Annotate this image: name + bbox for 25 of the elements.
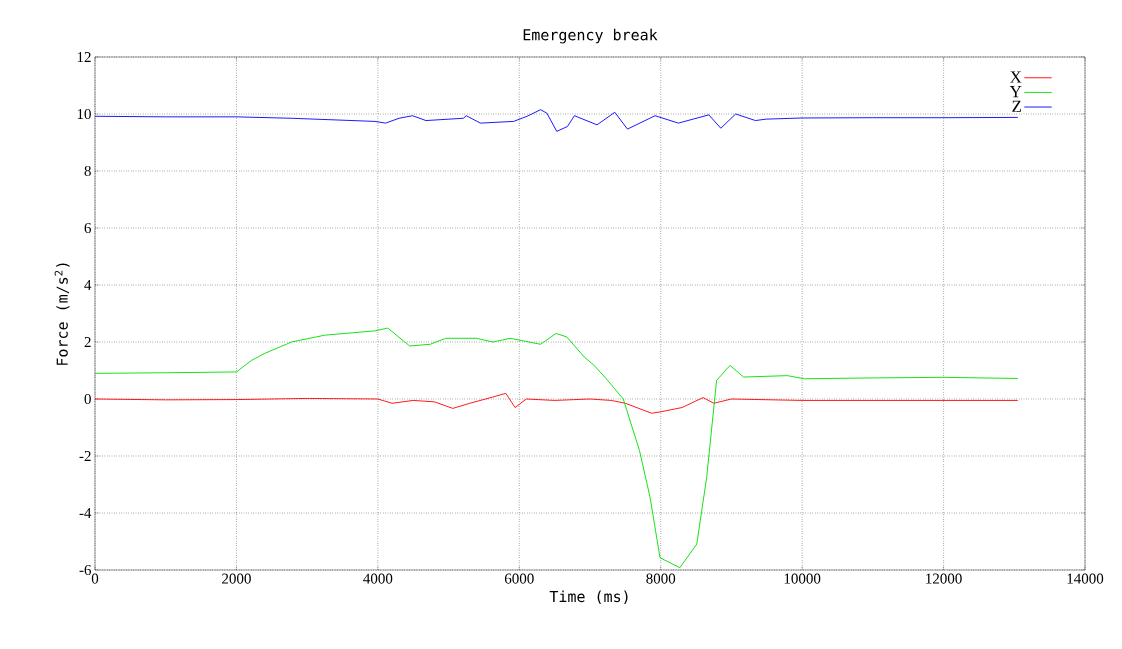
y-tick-label: -6 <box>79 564 92 576</box>
x-tick-label: 10000 <box>784 573 821 584</box>
x-tick-label: 6000 <box>504 573 534 584</box>
x-tick-label: 2000 <box>222 573 251 584</box>
chart-title: Emergency break <box>523 28 658 44</box>
legend-label: Y <box>1009 86 1022 98</box>
y-axis-title: Force (m/s$^{2}$) <box>54 263 70 365</box>
y-tick-label: 8 <box>84 165 91 177</box>
y-tick-label: 10 <box>77 108 91 120</box>
x-tick-label: 12000 <box>926 573 962 584</box>
y-tick-label: 4 <box>84 280 92 290</box>
y-tick-label: 12 <box>77 52 91 62</box>
y-tick-label: -2 <box>79 451 91 461</box>
x-tick-label: 0 <box>91 573 99 584</box>
legend-label: X <box>1009 71 1022 83</box>
y-tick-label: 6 <box>84 222 92 234</box>
x-tick-label: 4000 <box>363 573 393 584</box>
x-tick-label: 8000 <box>646 573 676 584</box>
y-tick-label: 2 <box>84 337 91 347</box>
y-tick-label: -4 <box>79 508 92 518</box>
y-tick-label: 0 <box>84 393 91 405</box>
legend-label: Z <box>1012 100 1021 112</box>
x-tick-label: 14000 <box>1067 573 1104 584</box>
x-axis-title: Time (ms) <box>549 590 628 604</box>
line-series <box>95 327 1019 569</box>
